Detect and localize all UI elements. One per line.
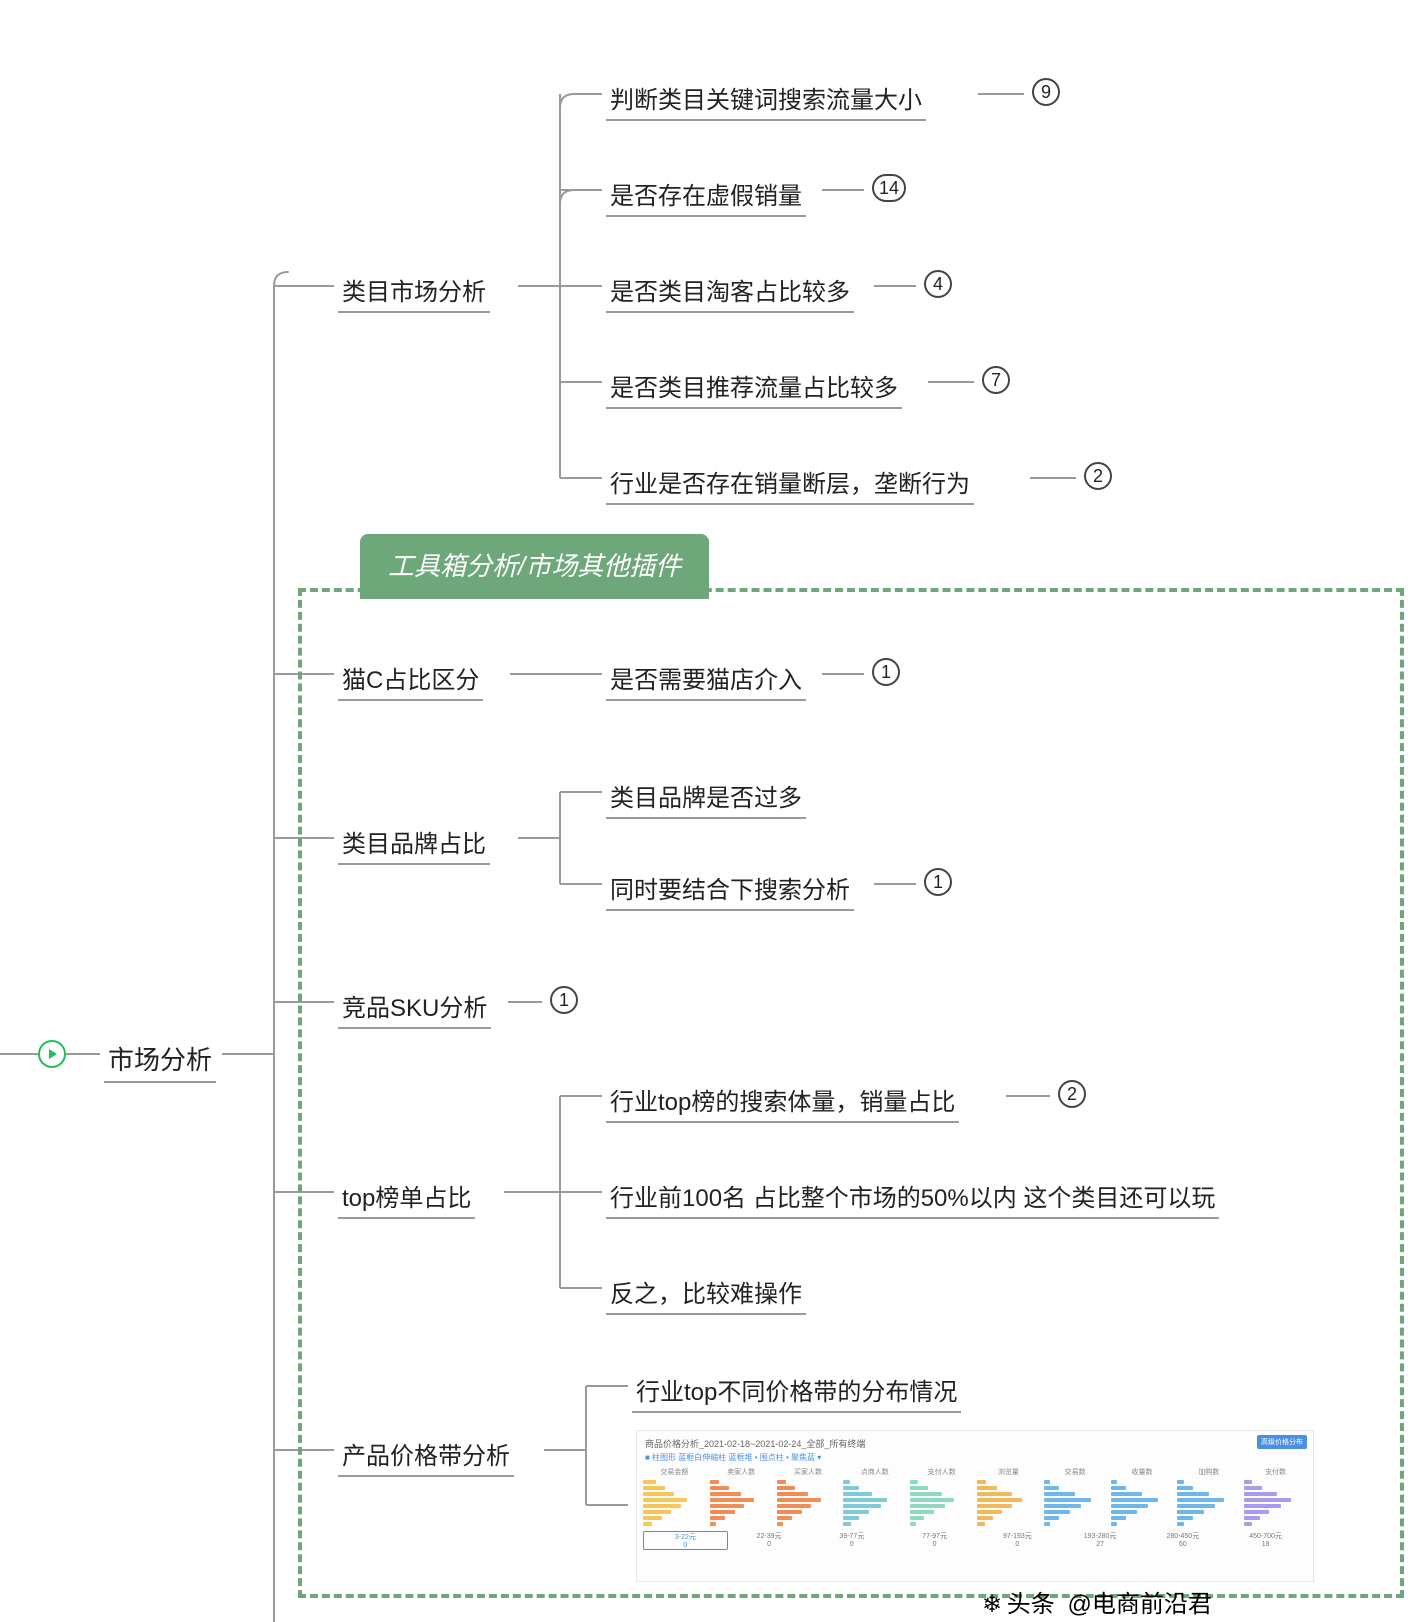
price-band-chart-thumbnail[interactable]: 商品价格分析_2021-02-18~2021-02-24_全部_所有终端 ■ 柱… — [636, 1430, 1314, 1582]
watermark-suffix: @电商前沿君 — [1067, 1591, 1211, 1618]
node-brand-ratio[interactable]: 类目品牌占比 — [342, 824, 486, 859]
node-category-market-analysis[interactable]: 类目市场分析 — [342, 272, 486, 307]
thumb-column: 收量数 — [1111, 1467, 1174, 1527]
leaf-keyword-traffic[interactable]: 判断类目关键词搜索流量大小 — [610, 80, 922, 115]
badge: 1 — [550, 986, 578, 1014]
thumb-button[interactable]: 高级价格分布 — [1257, 1435, 1307, 1449]
mindmap-canvas: 市场分析 类目市场分析 判断类目关键词搜索流量大小 9 是否存在虚假销量 14 … — [0, 0, 1408, 1622]
badge: 2 — [1084, 462, 1112, 490]
thumb-column: 加购数 — [1177, 1467, 1240, 1527]
badge: 7 — [982, 366, 1010, 394]
play-icon — [38, 1040, 66, 1068]
thumb-tabs: ■ 柱图形 蓝框白伸缩柱 蓝框堆 • 围点柱 • 聚焦蓝 ▾ — [637, 1452, 1313, 1467]
badge: 14 — [872, 174, 906, 202]
thumb-column: 交易金额 — [643, 1467, 706, 1527]
badge: 9 — [1032, 78, 1060, 106]
watermark-prefix: 头条 — [1007, 1591, 1055, 1618]
root-node[interactable]: 市场分析 — [108, 1040, 212, 1077]
thumb-column: 支付数 — [1244, 1467, 1307, 1527]
badge: 1 — [924, 868, 952, 896]
leaf-fake-sales[interactable]: 是否存在虚假销量 — [610, 176, 802, 211]
node-cat-c-ratio[interactable]: 猫C占比区分 — [342, 660, 479, 695]
leaf-combine-search[interactable]: 同时要结合下搜索分析 — [610, 870, 850, 905]
badge: 1 — [872, 658, 900, 686]
leaf-taoke-ratio[interactable]: 是否类目淘客占比较多 — [610, 272, 850, 307]
leaf-recommend-traffic[interactable]: 是否类目推荐流量占比较多 — [610, 368, 898, 403]
node-price-band[interactable]: 产品价格带分析 — [342, 1436, 510, 1471]
node-top-rank-ratio[interactable]: top榜单占比 — [342, 1178, 471, 1213]
thumb-column: 买家人数 — [777, 1467, 840, 1527]
watermark-icon: ❄ — [982, 1592, 1000, 1618]
thumb-axis: 3-22元022-39元039-77元077-97元097-193元0193-2… — [637, 1527, 1313, 1554]
leaf-too-many-brands[interactable]: 类目品牌是否过多 — [610, 778, 802, 813]
thumb-column: 支付人数 — [910, 1467, 973, 1527]
leaf-price-band-distribution[interactable]: 行业top不同价格带的分布情况 — [636, 1372, 957, 1407]
leaf-otherwise-hard[interactable]: 反之，比较难操作 — [610, 1274, 802, 1309]
thumb-title: 商品价格分析_2021-02-18~2021-02-24_全部_所有终端 — [637, 1431, 1313, 1452]
thumb-columns: 交易金额卖家人数买家人数点商人数支付人数浏览量交易数收量数加购数支付数 — [637, 1467, 1313, 1527]
leaf-top-search-volume[interactable]: 行业top榜的搜索体量，销量占比 — [610, 1082, 955, 1117]
thumb-column: 卖家人数 — [710, 1467, 773, 1527]
watermark: ❄ 头条 @电商前沿君 — [982, 1584, 1212, 1619]
thumb-column: 浏览量 — [977, 1467, 1040, 1527]
thumb-column: 交易数 — [1044, 1467, 1107, 1527]
leaf-top100-50pct[interactable]: 行业前100名 占比整个市场的50%以内 这个类目还可以玩 — [610, 1178, 1215, 1213]
thumb-column: 点商人数 — [843, 1467, 906, 1527]
badge: 2 — [1058, 1080, 1086, 1108]
node-competitor-sku[interactable]: 竞品SKU分析 — [342, 988, 487, 1023]
badge: 4 — [924, 270, 952, 298]
group-toolbox-label: 工具箱分析/市场其他插件 — [360, 534, 709, 599]
leaf-monopoly[interactable]: 行业是否存在销量断层，垄断行为 — [610, 464, 970, 499]
leaf-need-tmall[interactable]: 是否需要猫店介入 — [610, 660, 802, 695]
